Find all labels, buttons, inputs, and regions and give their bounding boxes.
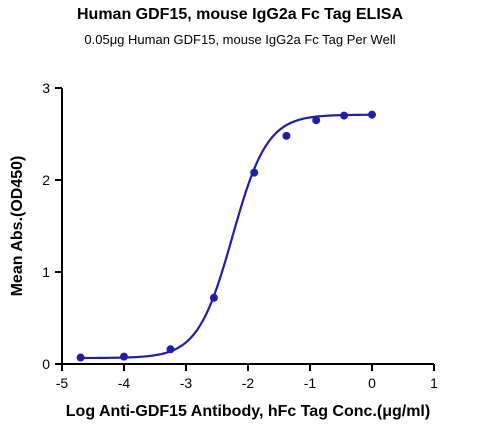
data-points (76, 110, 376, 362)
y-tick-label: 2 (42, 172, 50, 188)
x-tick-label: -2 (242, 375, 255, 391)
data-point (166, 345, 175, 354)
data-point (209, 293, 218, 302)
data-point (76, 353, 85, 362)
data-point (312, 116, 321, 125)
y-tick-label: 0 (42, 356, 50, 372)
axes (61, 88, 434, 365)
data-point (340, 111, 349, 120)
data-point (120, 352, 128, 361)
y-tick-label: 3 (42, 80, 50, 96)
x-ticks: -5 -4 -3 -2 -1 0 1 (56, 364, 438, 391)
data-point (368, 110, 376, 119)
x-tick-label: -4 (118, 375, 131, 391)
chart-title: Human GDF15, mouse IgG2a Fc Tag ELISA (77, 6, 403, 23)
y-ticks: 0 1 2 3 (42, 80, 62, 372)
x-tick-label: -5 (56, 375, 69, 391)
chart-subtitle: 0.05μg Human GDF15, mouse IgG2a Fc Tag P… (84, 32, 396, 47)
x-tick-label: -1 (304, 375, 317, 391)
x-tick-label: -3 (180, 375, 193, 391)
x-axis-label: Log Anti-GDF15 Antibody, hFc Tag Conc.(μ… (66, 403, 430, 420)
x-tick-label: 0 (368, 375, 376, 391)
data-point (250, 168, 259, 177)
x-tick-label: 1 (430, 375, 438, 391)
data-point (282, 131, 291, 140)
y-tick-label: 1 (42, 264, 50, 280)
y-axis-label: Mean Abs.(OD450) (9, 156, 26, 297)
fit-curve (80, 113, 372, 360)
